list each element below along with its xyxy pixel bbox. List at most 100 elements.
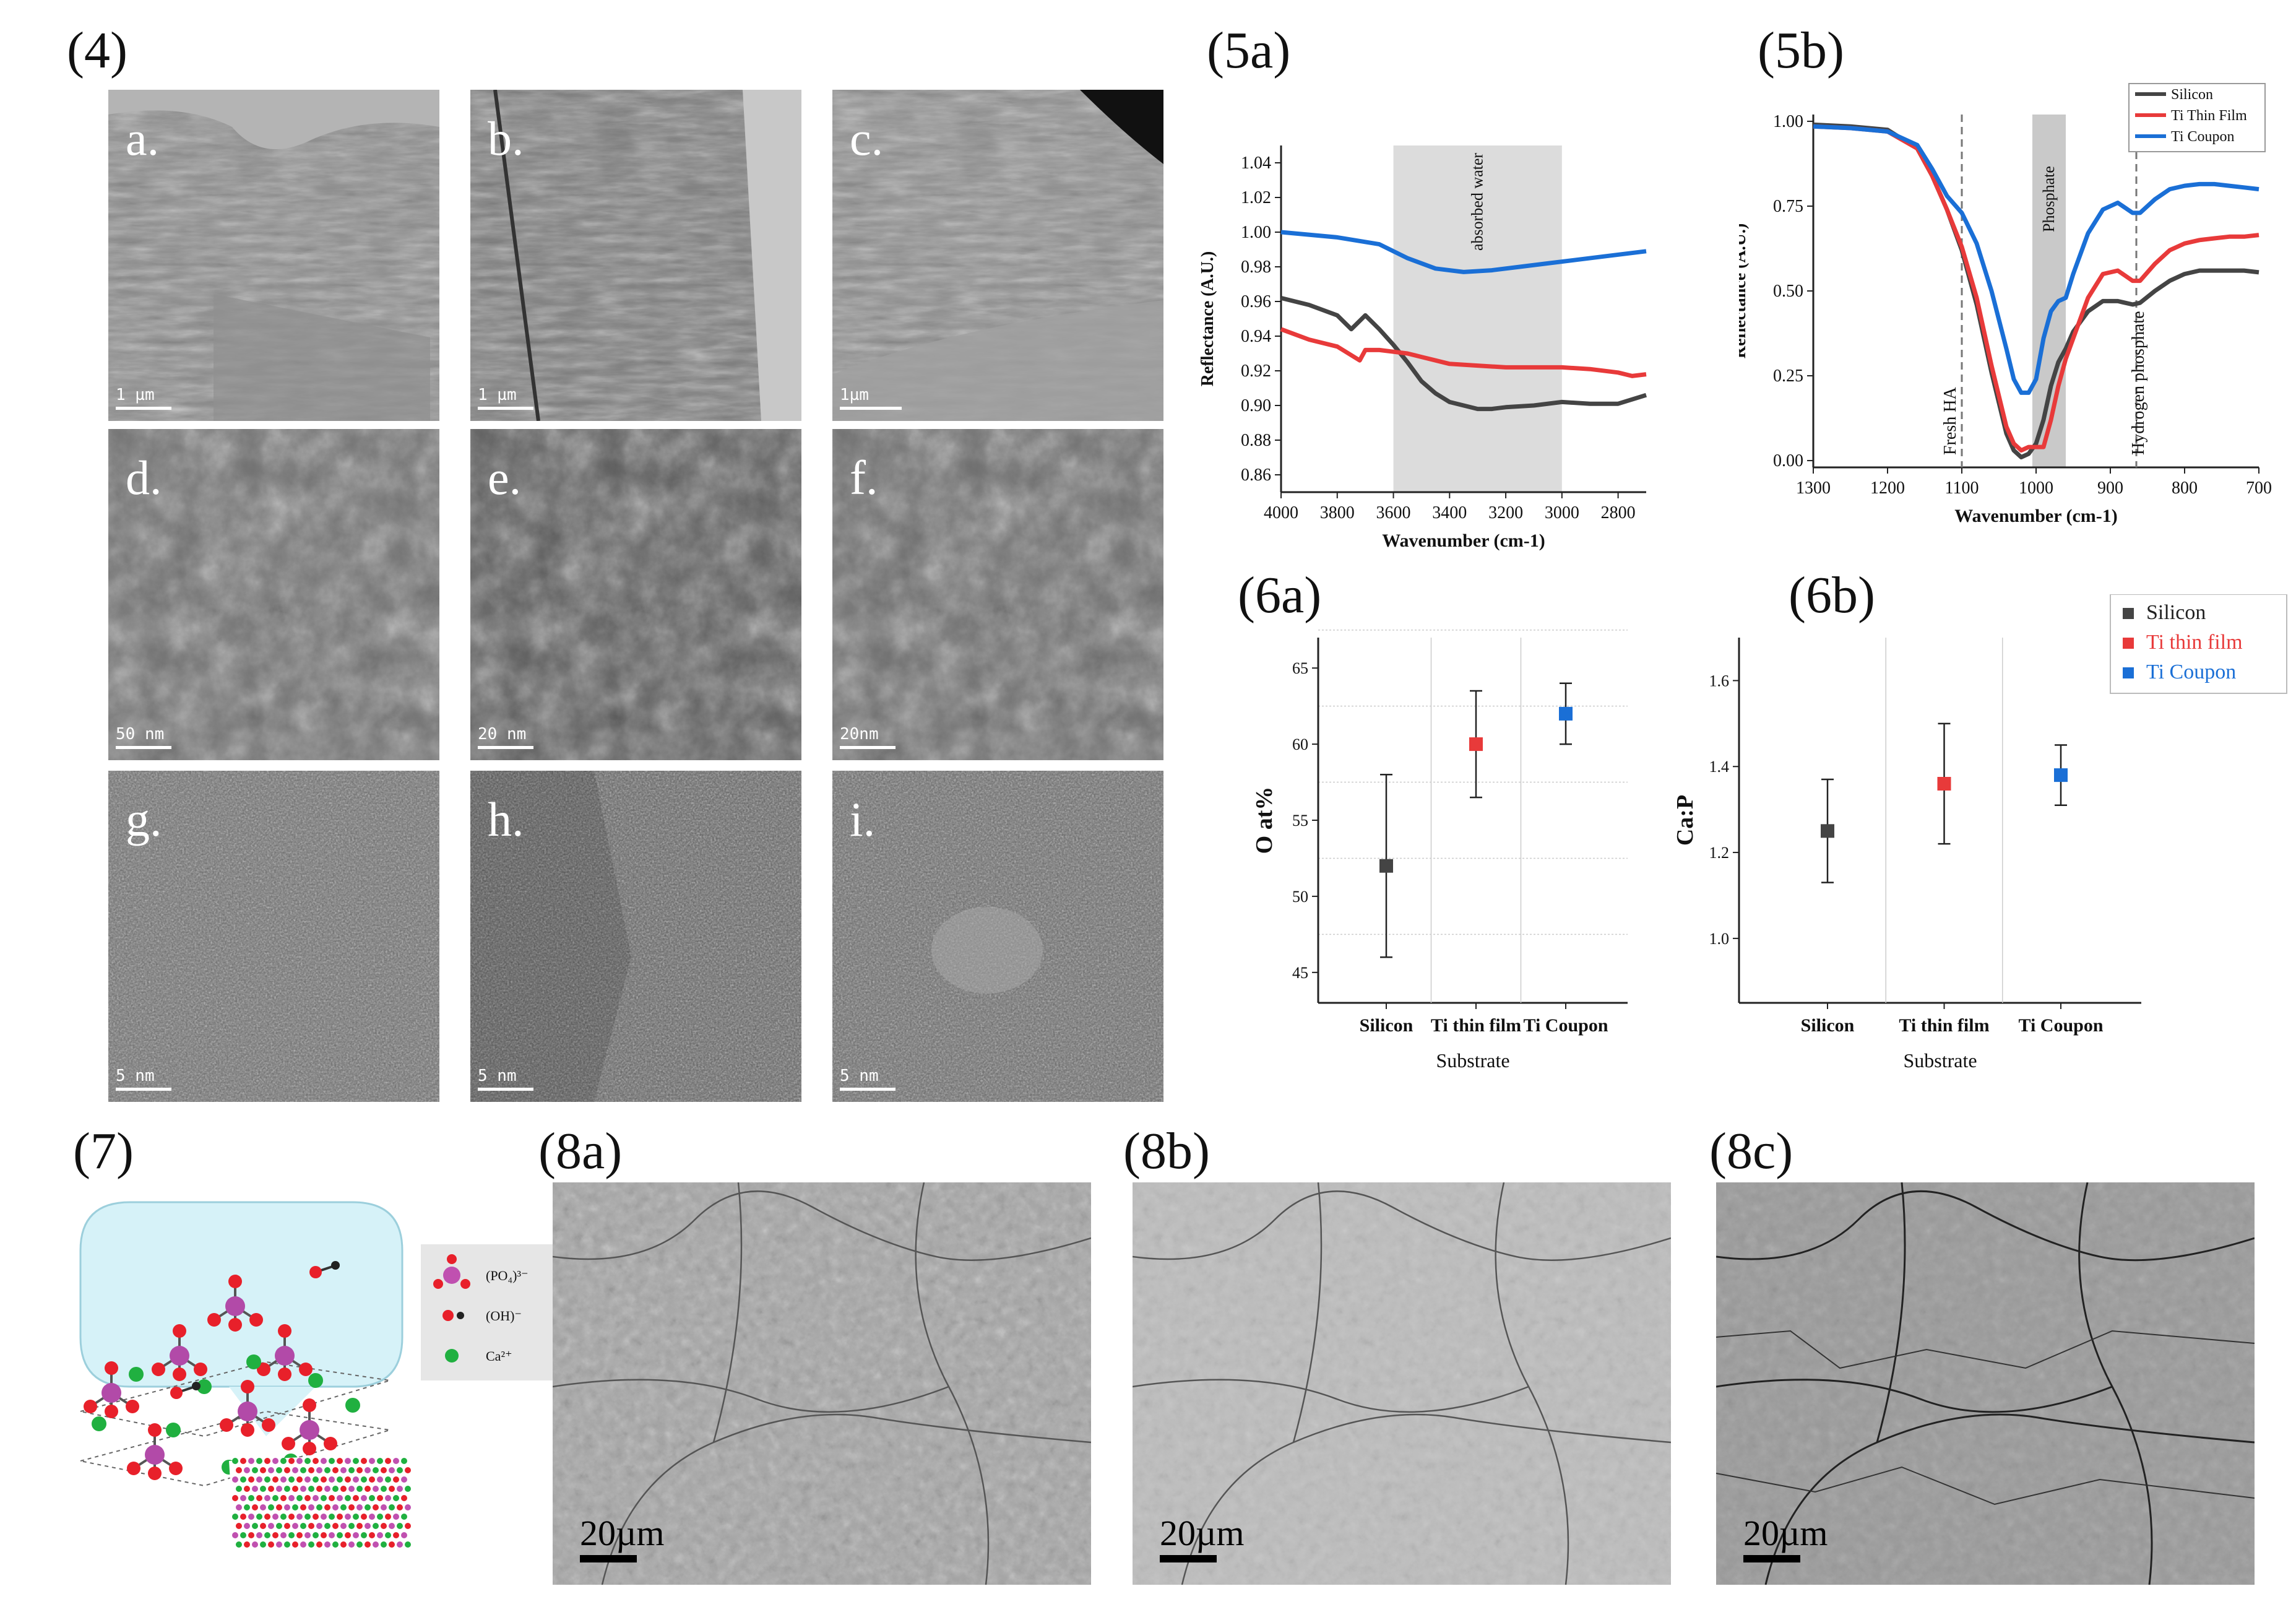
shaded-region (2032, 115, 2066, 467)
panel-label-8a: (8a) (538, 1122, 623, 1180)
x-tick-label: 900 (2097, 479, 2123, 498)
y-tick-label: 0.86 (1241, 466, 1271, 485)
tem-image-f: f. 20nm (832, 429, 1163, 760)
y-tick-label: 1.6 (1709, 672, 1730, 690)
scale-bar: 1 µm (116, 386, 171, 410)
y-tick-label: 1.0 (1709, 930, 1730, 948)
tem-image-a: a. 1 µm (108, 90, 439, 421)
y-tick-label: 50 (1292, 888, 1308, 906)
sem-scale-bar-label: 20µm (1160, 1513, 1245, 1553)
data-point (2054, 768, 2068, 782)
chart-6b-ca-p: 1.0 1.2 1.4 1.6 Silicon Ti thin film Ti Coupon… (1672, 594, 2287, 1071)
shaded-region (1393, 145, 1562, 492)
x-tick-label: Ti Coupon (1523, 1015, 1608, 1036)
scale-bar-label: 20nm (840, 725, 879, 743)
x-axis-label: Substrate (1436, 1049, 1509, 1071)
data-point (1559, 706, 1573, 721)
scale-bar: 5 nm (116, 1067, 171, 1091)
y-tick-label: 60 (1292, 735, 1308, 753)
tem-image-label: f. (850, 451, 878, 505)
y-axis-label: Ca:P (1672, 795, 1698, 846)
scale-bar-label: 1 µm (478, 386, 517, 404)
legend-entry: Silicon (2171, 87, 2213, 103)
x-tick-label: Ti thin film (1431, 1015, 1521, 1036)
x-tick-label: Ti thin film (1899, 1015, 1989, 1036)
y-axis-label: Reflectance (A.U.) (1739, 223, 1750, 358)
y-tick-label: 0.90 (1241, 396, 1271, 415)
y-tick-label: 0.88 (1241, 431, 1271, 450)
chart-5b-reflectance: 0.00 0.25 0.50 0.75 1.00 1300 1200 1100 1000 900 8… (1739, 83, 2272, 526)
sem-scale-bar-label: 20µm (580, 1513, 665, 1553)
y-tick-label: 0.92 (1241, 362, 1271, 381)
panel-label-5a: (5a) (1207, 22, 1291, 79)
tem-image-c: c. 1µm (832, 90, 1163, 421)
x-axis-label: Wavenumber (cm-1) (1382, 531, 1545, 551)
x-tick-label: Ti Coupon (2018, 1015, 2103, 1036)
tem-image-i: i. 5 nm (832, 771, 1163, 1102)
scale-bar-label: 5 nm (478, 1067, 517, 1085)
x-axis-label: Substrate (1903, 1049, 1977, 1071)
y-tick-label: 0.50 (1773, 282, 1803, 301)
panel-label-6b: (6b) (1789, 566, 1875, 624)
panel-label-4: (4) (67, 22, 127, 79)
scale-bar-label: 5 nm (116, 1067, 155, 1085)
x-tick-label: 3000 (1545, 503, 1579, 522)
tem-image-label: e. (488, 451, 522, 505)
x-tick-label: 2800 (1601, 503, 1636, 522)
scale-bar-label: 1µm (840, 386, 869, 404)
scale-bar: 50 nm (116, 725, 171, 749)
data-point (1937, 777, 1951, 791)
tem-image-label: g. (126, 792, 162, 846)
panel-label-6a: (6a) (1238, 566, 1322, 624)
y-tick-label: 1.2 (1709, 844, 1730, 862)
x-tick-label: 700 (2246, 479, 2272, 498)
shaded-region-label: absorbed water (1469, 153, 1487, 251)
y-tick-label: 55 (1292, 812, 1308, 830)
legend-entry: Ti Coupon (2146, 661, 2236, 683)
series-line-1 (1280, 296, 1647, 412)
legend-entry: Ti Coupon (2171, 129, 2235, 145)
legend-entry: Ti thin film (2146, 631, 2243, 654)
scale-bar: 1 µm (478, 386, 533, 410)
x-tick-label: 1200 (1870, 479, 1905, 498)
panel-label-7: (7) (73, 1122, 134, 1180)
x-axis-label: Wavenumber (cm-1) (1954, 506, 2118, 526)
y-tick-label: 1.00 (1241, 223, 1271, 242)
reference-line-label: Fresh HA (1941, 387, 1960, 455)
x-tick-label: 4000 (1264, 503, 1298, 522)
tem-image-d: d. 50 nm (108, 429, 439, 760)
y-tick-label: 45 (1292, 964, 1308, 982)
scale-bar-label: 20 nm (478, 725, 527, 743)
hydroxyapatite-structure-diagram: (PO₄)³⁻ (OH)⁻ Ca²⁺ (79, 1201, 563, 1560)
x-tick-label: Silicon (1360, 1015, 1413, 1036)
sem-scale-bar-label: 20µm (1743, 1513, 1828, 1553)
tem-image-label: c. (850, 111, 884, 165)
panel-label-5b: (5b) (1758, 22, 1844, 79)
data-point (1469, 737, 1483, 752)
scale-bar: 20nm (840, 725, 896, 749)
chart-6a-oxygen: 45 50 55 60 65 Silicon Ti thin film Ti Coupon Su… (1251, 629, 1628, 1071)
data-point (1821, 824, 1834, 838)
y-tick-label: 65 (1292, 659, 1308, 677)
y-tick-label: 0.94 (1241, 327, 1271, 346)
sem-image-8c: 20µm (1716, 1182, 2255, 1585)
y-tick-label: 1.4 (1709, 758, 1730, 776)
y-tick-label: 0.00 (1773, 451, 1803, 470)
sem-scale-bar: 20µm (1160, 1512, 1245, 1562)
legend-box (2110, 594, 2287, 694)
scale-bar-label: 50 nm (116, 725, 165, 743)
tem-image-label: d. (126, 451, 162, 505)
series-line-0 (1280, 230, 1647, 274)
x-tick-label: 3200 (1488, 503, 1523, 522)
scale-bar-label: 1 µm (116, 386, 155, 404)
x-tick-label: Silicon (1801, 1015, 1855, 1036)
tem-image-h: h. 5 nm (470, 771, 801, 1102)
tem-image-e: e. 20 nm (470, 429, 801, 760)
tem-image-g: g. 5 nm (108, 771, 439, 1102)
scale-bar: 20 nm (478, 725, 533, 749)
molecule-legend-label: (OH)⁻ (486, 1308, 522, 1324)
x-tick-label: 3800 (1320, 503, 1355, 522)
scale-bar-label: 5 nm (840, 1067, 879, 1085)
legend-entry: Silicon (2146, 601, 2206, 624)
y-tick-label: 1.02 (1241, 188, 1271, 207)
